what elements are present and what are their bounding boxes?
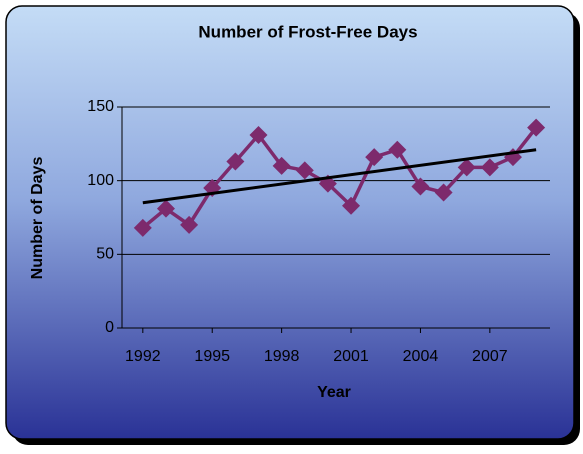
x-tick-label: 2004 [403, 348, 439, 365]
y-tick-label: 100 [87, 172, 114, 189]
y-tick-label: 0 [105, 319, 114, 336]
marker [434, 183, 453, 202]
y-axis-label: Number of Days [29, 157, 46, 280]
chart-title: Number of Frost-Free Days [198, 22, 417, 41]
chart-area [5, 5, 575, 440]
x-tick-label: 1998 [264, 348, 300, 365]
x-axis-label: Year [317, 384, 351, 401]
y-tick-label: 150 [87, 98, 114, 115]
x-tick-label: 2001 [333, 348, 369, 365]
marker [480, 158, 499, 177]
marker [365, 148, 384, 167]
marker [388, 140, 407, 159]
marker [249, 125, 268, 144]
marker [272, 156, 291, 175]
marker [527, 118, 546, 137]
marker [156, 199, 175, 218]
x-tick-label: 1995 [194, 348, 230, 365]
marker [411, 177, 430, 196]
x-tick-label: 2007 [472, 348, 508, 365]
marker [226, 152, 245, 171]
y-tick-label: 50 [96, 246, 114, 263]
marker [133, 218, 152, 237]
marker [457, 158, 476, 177]
trend-line [142, 148, 537, 205]
marker [180, 215, 199, 234]
marker [295, 161, 314, 180]
x-tick-label: 1992 [125, 348, 161, 365]
marker [342, 196, 361, 215]
